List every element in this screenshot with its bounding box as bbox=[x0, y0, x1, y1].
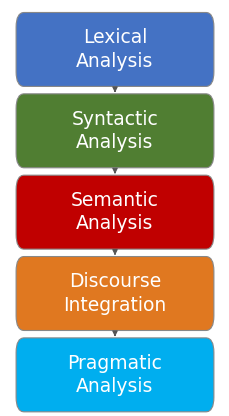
FancyBboxPatch shape bbox=[16, 94, 213, 168]
FancyBboxPatch shape bbox=[16, 175, 213, 249]
FancyBboxPatch shape bbox=[16, 257, 213, 330]
FancyBboxPatch shape bbox=[16, 338, 213, 412]
Text: Semantic
Analysis: Semantic Analysis bbox=[71, 191, 158, 233]
Text: Syntactic
Analysis: Syntactic Analysis bbox=[71, 109, 158, 152]
Text: Lexical
Analysis: Lexical Analysis bbox=[76, 28, 153, 71]
FancyBboxPatch shape bbox=[16, 12, 213, 87]
Text: Discourse
Integration: Discourse Integration bbox=[63, 272, 166, 315]
Text: Pragmatic
Analysis: Pragmatic Analysis bbox=[67, 354, 162, 396]
